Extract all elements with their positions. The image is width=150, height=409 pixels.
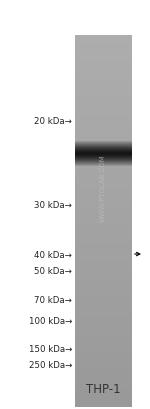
Text: 100 kDa→: 100 kDa→ bbox=[29, 317, 72, 326]
Text: 40 kDa→: 40 kDa→ bbox=[34, 250, 72, 259]
Text: 20 kDa→: 20 kDa→ bbox=[34, 117, 72, 126]
Text: WWW.PTGLAB.COM: WWW.PTGLAB.COM bbox=[100, 154, 106, 221]
Text: 50 kDa→: 50 kDa→ bbox=[34, 266, 72, 275]
Text: THP-1: THP-1 bbox=[86, 382, 120, 396]
Text: 30 kDa→: 30 kDa→ bbox=[34, 201, 72, 210]
Text: 70 kDa→: 70 kDa→ bbox=[34, 295, 72, 304]
Text: 150 kDa→: 150 kDa→ bbox=[29, 344, 72, 353]
Text: 250 kDa→: 250 kDa→ bbox=[29, 360, 72, 369]
